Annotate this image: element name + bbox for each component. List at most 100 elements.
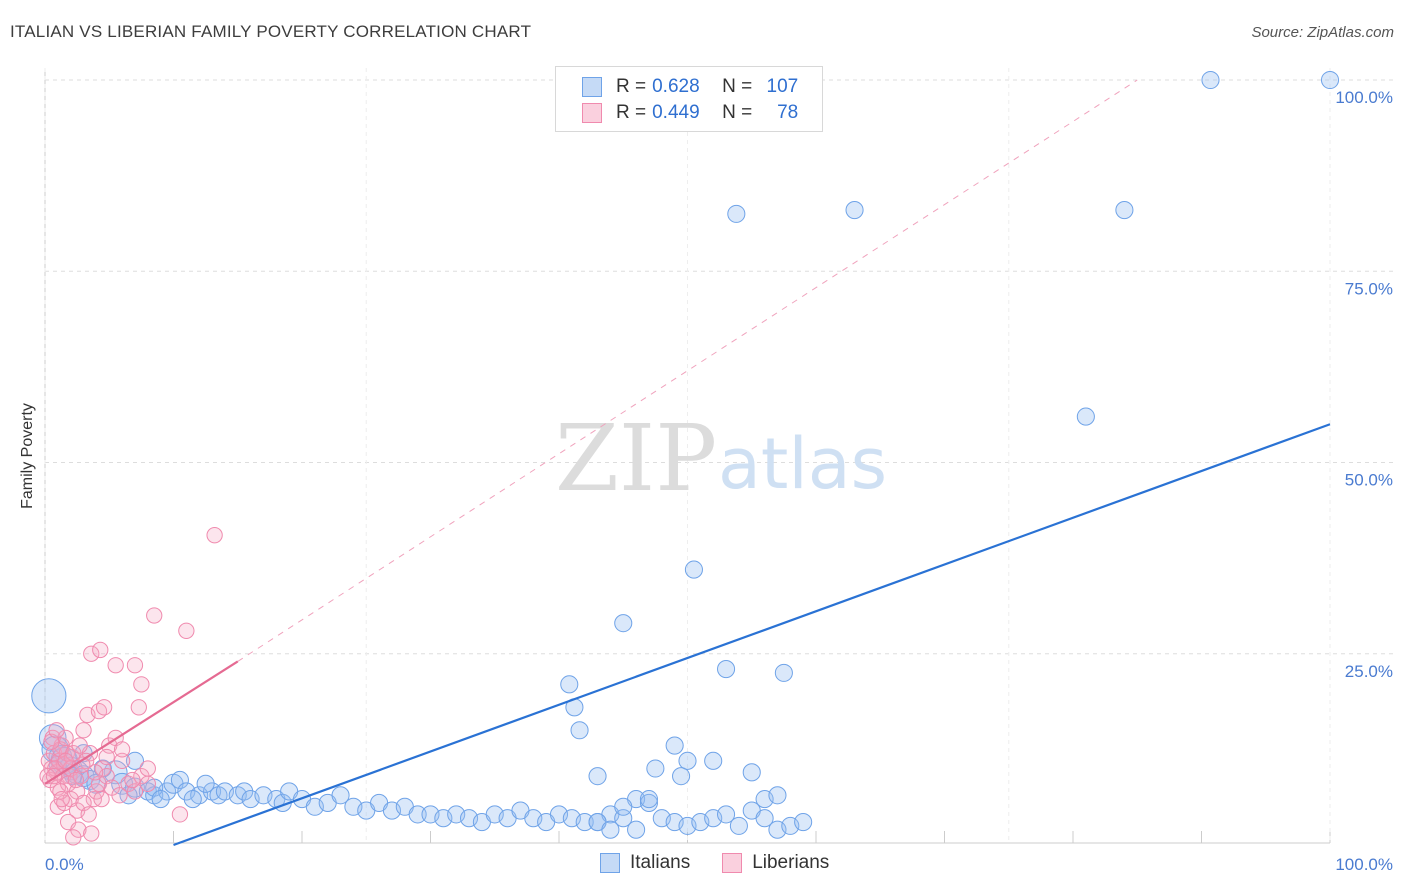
y-tick-label: 25.0%: [1345, 662, 1393, 681]
italians-point: [575, 813, 594, 832]
italians-point: [1320, 70, 1340, 90]
italians-point: [639, 793, 659, 812]
liberians-point: [83, 645, 100, 662]
italians-point: [774, 663, 793, 682]
r-label: R =: [616, 102, 647, 123]
italians-point: [31, 678, 67, 714]
italians-point: [183, 790, 202, 809]
liberians-point: [126, 657, 144, 674]
liberians-point: [139, 775, 156, 792]
italians-point: [717, 805, 736, 824]
italians-point: [704, 751, 723, 770]
liberians-point: [130, 699, 147, 716]
liberians-point: [111, 787, 128, 804]
y-tick-label: 100.0%: [1335, 88, 1393, 107]
legend-label-italians: Italians: [630, 852, 691, 873]
italians-point: [672, 767, 691, 786]
series-legend: Italians Liberians: [600, 852, 861, 874]
italians-point: [125, 751, 144, 770]
liberians-point: [71, 737, 88, 754]
italians-point: [588, 767, 607, 786]
watermark-zip: ZIP: [555, 405, 717, 512]
italians-point: [717, 660, 736, 679]
liberians-point: [95, 699, 113, 716]
liberians-point: [139, 760, 156, 777]
x-tick-label: 0.0%: [45, 855, 84, 874]
italians-point: [1115, 201, 1134, 220]
liberians-point: [75, 722, 92, 739]
liberians-point: [113, 741, 131, 758]
liberians-point: [65, 829, 82, 846]
italians-point: [627, 820, 646, 839]
liberians-point: [48, 722, 65, 739]
italians-point: [570, 721, 589, 740]
legend-item-liberians[interactable]: Liberians: [722, 852, 829, 874]
liberians-swatch: [722, 853, 743, 873]
italians-point: [845, 201, 864, 220]
italians-point: [560, 675, 579, 694]
italians-point: [235, 782, 254, 801]
liberians-trend-extension: [237, 79, 1138, 662]
liberians-point: [67, 771, 84, 789]
stats-legend: R = 0.628 N = 107 R = 0.449 N = 78: [555, 66, 823, 132]
liberians-point: [178, 622, 195, 639]
italians-point: [678, 751, 697, 770]
legend-item-italians[interactable]: Italians: [600, 852, 690, 874]
italians-point: [729, 816, 748, 835]
liberians-point: [146, 607, 163, 624]
liberians-point: [57, 752, 74, 769]
n-value: 78: [777, 102, 799, 123]
italians-point: [646, 759, 665, 778]
chart-title: ITALIAN VS LIBERIAN FAMILY POVERTY CORRE…: [10, 22, 532, 41]
legend-label-liberians: Liberians: [752, 852, 830, 873]
italians-point: [742, 763, 761, 782]
italians-point: [614, 797, 633, 816]
italians-point: [408, 805, 427, 824]
y-tick-label: 75.0%: [1345, 279, 1393, 298]
r-label: R =: [616, 76, 647, 97]
italians-point: [151, 790, 170, 809]
legend-row-italians: R = 0.628 N = 107: [582, 75, 798, 99]
liberians-point: [80, 806, 97, 823]
italians-point: [1201, 70, 1220, 90]
n-value: 107: [766, 76, 799, 97]
liberians-point: [53, 790, 70, 808]
italians-swatch: [582, 77, 602, 97]
r-value: 0.449: [652, 102, 700, 123]
italians-point: [755, 809, 774, 828]
liberians-point: [206, 527, 223, 544]
italians-point: [614, 614, 633, 633]
liberians-swatch: [582, 103, 602, 123]
italians-swatch: [600, 853, 620, 873]
liberians-point: [92, 641, 109, 659]
italians-point: [170, 770, 189, 790]
source-credit: Source: ZipAtlas.com: [1251, 24, 1394, 41]
legend-row-liberians: R = 0.449 N = 78: [582, 101, 798, 125]
r-value: 0.628: [652, 76, 700, 97]
italians-point: [1076, 407, 1095, 426]
italians-point: [684, 560, 703, 579]
italians-point: [768, 786, 787, 805]
liberians-point: [133, 676, 150, 693]
liberians-point: [124, 771, 141, 789]
liberians-trend-line: [44, 660, 239, 785]
x-tick-label: 100.0%: [1335, 855, 1393, 874]
italians-point: [601, 820, 620, 839]
italians-point: [639, 790, 659, 809]
italians-point: [794, 813, 813, 832]
italians-trend-line: [173, 423, 1331, 847]
italians-point: [196, 774, 215, 793]
liberians-point: [93, 790, 110, 808]
liberians-point: [107, 657, 124, 674]
n-label: N =: [722, 102, 753, 123]
liberians-point: [86, 764, 104, 781]
italians-point: [331, 786, 350, 805]
watermark-atlas: atlas: [718, 423, 887, 505]
y-tick-label: 50.0%: [1345, 471, 1393, 490]
italians-point: [727, 204, 746, 223]
italians-point: [665, 736, 684, 755]
liberians-point: [83, 825, 100, 842]
n-label: N =: [722, 76, 753, 97]
liberians-point: [98, 748, 115, 766]
